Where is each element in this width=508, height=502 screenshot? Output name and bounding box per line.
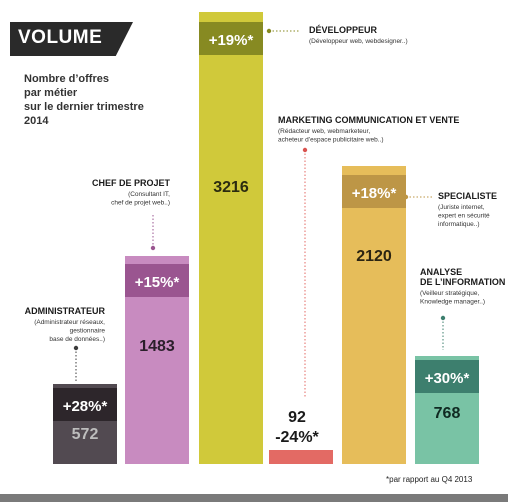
- growth-band: [415, 360, 479, 393]
- growth-label: +28%*: [63, 398, 108, 415]
- subtitle-line: Nombre d’offres: [24, 73, 109, 85]
- growth-band: [53, 388, 117, 421]
- growth-band: [125, 264, 189, 297]
- growth-label: +30%*: [425, 370, 470, 387]
- title-badge: [10, 22, 133, 56]
- leader-dot: [440, 315, 446, 321]
- category-description: (Rédacteur web, webmarketeur,: [278, 128, 370, 135]
- category-description: (Administrateur réseaux,: [34, 319, 105, 326]
- leader-dot: [150, 245, 156, 251]
- category-description: (Veilleur stratégique,: [420, 290, 479, 297]
- leader-dot: [403, 194, 409, 200]
- growth-label: -24%*: [275, 429, 319, 446]
- bar: [269, 450, 333, 464]
- category-title: ADMINISTRATEUR: [25, 306, 106, 316]
- category-description: (Consultant IT,: [128, 191, 170, 198]
- bar: [342, 166, 406, 464]
- value-label: 1483: [139, 338, 175, 355]
- growth-band: [342, 175, 406, 208]
- value-label: 572: [72, 426, 99, 443]
- subtitle-line: 2014: [24, 115, 49, 127]
- growth-label: +19%*: [209, 32, 254, 49]
- leader-dot: [302, 147, 308, 153]
- category-description: Knowledge manager..): [420, 299, 485, 306]
- category-title: MARKETING COMMUNICATION ET VENTE: [278, 115, 459, 125]
- growth-band: [199, 22, 263, 55]
- chart-title: VOLUME: [18, 27, 103, 48]
- subtitle-line: par métier: [24, 87, 78, 99]
- value-label: 3216: [213, 179, 249, 196]
- category-description: expert en sécurité: [438, 213, 490, 220]
- value-label: 2120: [356, 248, 392, 265]
- leader-dot: [73, 345, 79, 351]
- category-description: (Juriste internet,: [438, 204, 485, 211]
- bar: [199, 12, 263, 464]
- subtitle-line: sur le dernier trimestre: [24, 101, 144, 113]
- value-label: 92: [288, 409, 306, 426]
- footnote: *par rapport au Q4 2013: [386, 475, 473, 484]
- growth-label: +18%*: [352, 185, 397, 202]
- category-title: DE L’INFORMATION: [420, 277, 505, 287]
- category-title: ANALYSE: [420, 267, 462, 277]
- category-description: informatique..): [438, 221, 480, 228]
- category-title: CHEF DE PROJET: [92, 178, 171, 188]
- category-description: base de données..): [49, 336, 105, 343]
- chart-subtitle: Nombre d’offres par métier sur le dernie…: [24, 72, 164, 128]
- growth-label: +15%*: [135, 274, 180, 291]
- category-title: DÉVELOPPEUR: [309, 25, 378, 35]
- leader-dot: [266, 28, 272, 34]
- category-title: SPECIALISTE: [438, 191, 497, 201]
- category-description: acheteur d’espace publicitaire web..): [278, 137, 384, 144]
- category-description: chef de projet web..): [111, 200, 170, 207]
- category-description: (Développeur web, webdesigner..): [309, 38, 408, 45]
- value-label: 768: [434, 405, 461, 422]
- category-description: gestionnaire: [70, 328, 106, 335]
- bottom-rule: [0, 494, 508, 502]
